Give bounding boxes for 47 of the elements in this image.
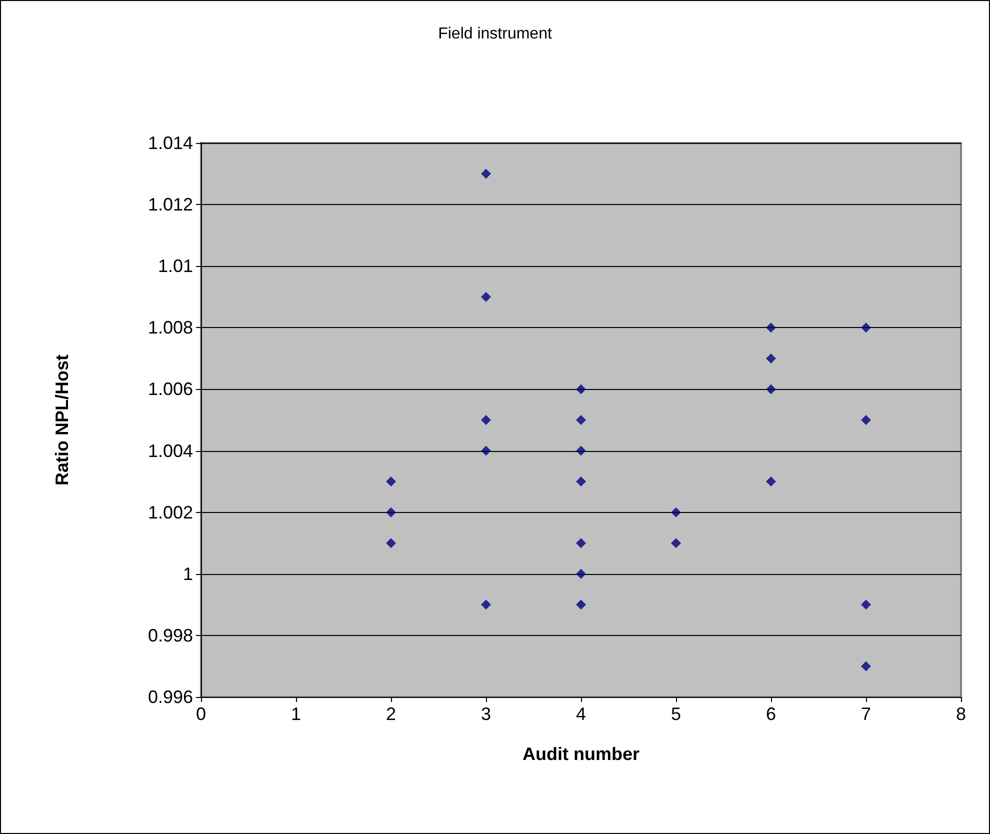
point — [766, 322, 776, 333]
point — [386, 476, 396, 487]
y-tick-label: 1.004 — [148, 440, 193, 461]
point — [861, 322, 871, 333]
point — [481, 415, 491, 425]
point — [576, 538, 586, 548]
point — [481, 292, 491, 302]
y-tick-label: 1.012 — [148, 194, 193, 215]
x-tick-label: 7 — [860, 704, 872, 724]
point — [576, 446, 586, 456]
point — [576, 600, 586, 610]
point — [386, 538, 396, 548]
point — [861, 415, 871, 425]
x-tick-label: 8 — [956, 704, 966, 724]
y-tick-label: 1.008 — [148, 318, 193, 338]
point — [766, 384, 776, 394]
y-tick-label: 1.014 — [148, 133, 193, 153]
point — [861, 600, 871, 610]
x-tick-label: 6 — [766, 704, 776, 724]
point — [576, 415, 586, 425]
y-tick-label: 0.998 — [148, 625, 193, 646]
x-axis-title: Audit number — [522, 744, 640, 764]
point — [576, 568, 586, 579]
x-tick-label: 2 — [386, 704, 396, 724]
y-tick-label: 1.01 — [158, 256, 193, 276]
x-tick-label: 1 — [290, 704, 302, 724]
chart-title: Field instrument — [438, 26, 552, 42]
point — [766, 353, 776, 364]
point — [576, 384, 586, 394]
x-tick-label: 4 — [576, 704, 586, 724]
point — [671, 538, 681, 548]
y-tick-label: 1.006 — [148, 379, 193, 400]
x-tick-label: 3 — [480, 704, 492, 724]
point — [671, 507, 681, 518]
point — [766, 476, 776, 487]
y-axis-title: Ratio NPL/Host — [52, 354, 72, 486]
x-tick-label: 0 — [196, 704, 206, 724]
x-tick-label: 5 — [670, 704, 682, 724]
point — [481, 600, 491, 610]
point — [481, 446, 491, 456]
point — [386, 507, 396, 518]
point — [576, 476, 586, 487]
y-tick-label: 1 — [182, 564, 193, 584]
y-tick-label: 1.002 — [148, 502, 193, 522]
point — [861, 661, 871, 672]
point — [481, 168, 491, 179]
y-tick-label: 0.996 — [148, 687, 193, 707]
